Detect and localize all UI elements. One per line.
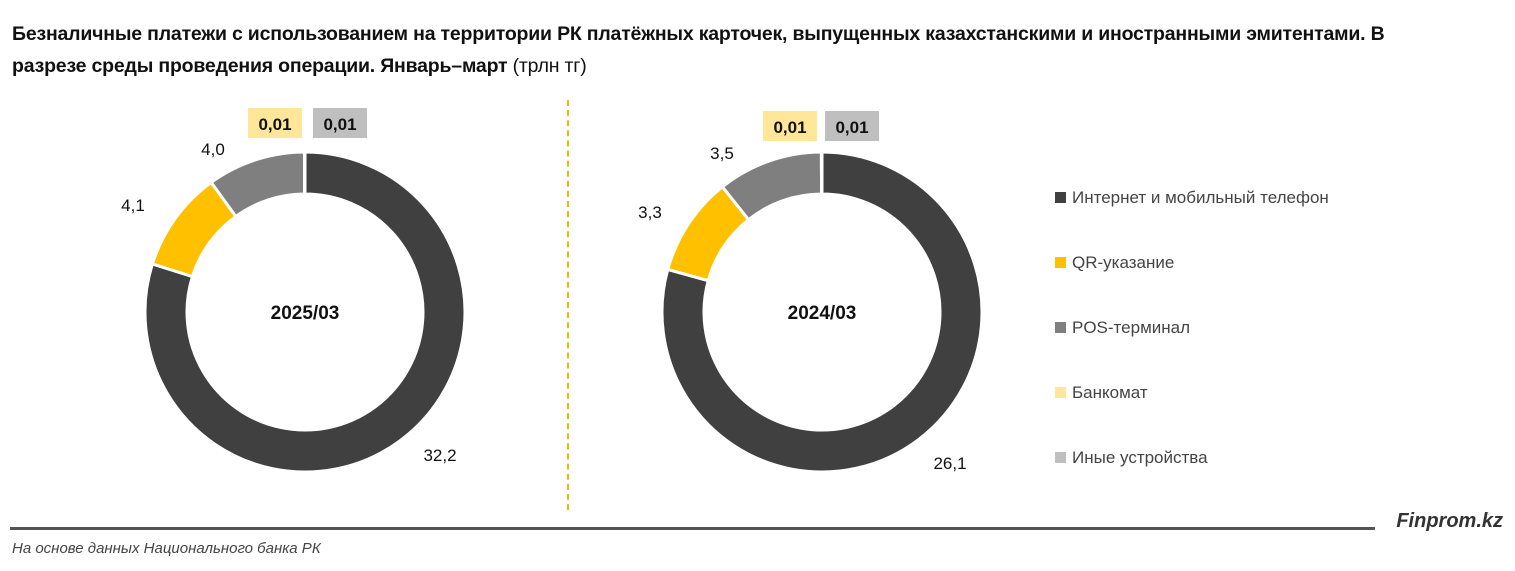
- legend-item: QR-указание: [1055, 230, 1329, 295]
- legend-label: Иные устройства: [1072, 447, 1208, 467]
- legend-label: Интернет и мобильный телефон: [1072, 187, 1329, 207]
- center-label: 2024/03: [788, 303, 857, 324]
- data-label-box: [248, 108, 302, 138]
- legend-label: POS-терминал: [1072, 317, 1191, 337]
- legend-swatch: [1055, 322, 1066, 333]
- data-label: 3,3: [638, 203, 662, 222]
- legend-swatch: [1055, 257, 1066, 268]
- data-label: 4,0: [201, 140, 225, 159]
- legend-swatch: [1055, 192, 1066, 203]
- data-label: 0,01: [258, 115, 291, 134]
- legend-item: Иные устройства: [1055, 425, 1329, 490]
- legend-swatch: [1055, 387, 1066, 398]
- chart-title: Безналичные платежи с использованием на …: [12, 18, 1412, 82]
- legend-label: QR-указание: [1072, 252, 1175, 272]
- doughnut-slice: [143, 150, 467, 474]
- data-label: 4,1: [121, 196, 145, 215]
- chart-divider: [567, 100, 569, 510]
- doughnut-slice: [660, 150, 984, 474]
- source-note: На основе данных Национального банка РК: [12, 540, 321, 557]
- legend-label: Банкомат: [1072, 382, 1148, 402]
- title-text: Безналичные платежи с использованием на …: [12, 23, 1385, 77]
- data-label: 3,5: [710, 144, 734, 163]
- data-label: 0,01: [773, 118, 806, 137]
- center-label: 2025/03: [271, 303, 340, 324]
- legend-swatch: [1055, 452, 1066, 463]
- data-label-box: [313, 108, 367, 138]
- footer-line: [10, 527, 1375, 530]
- data-label: 0,01: [323, 115, 356, 134]
- data-label: 32,2: [423, 446, 456, 465]
- data-label: 0,01: [835, 118, 868, 137]
- data-label-box: [763, 111, 817, 141]
- legend-item: POS-терминал: [1055, 295, 1329, 360]
- legend-item: Интернет и мобильный телефон: [1055, 165, 1329, 230]
- data-label: 26,1: [933, 454, 966, 473]
- legend-item: Банкомат: [1055, 360, 1329, 425]
- legend: Интернет и мобильный телефон QR-указание…: [1055, 165, 1329, 490]
- brand-logo: Finprom.kz: [1396, 510, 1503, 532]
- data-label-box: [825, 111, 879, 141]
- title-unit: (трлн тг): [512, 55, 587, 77]
